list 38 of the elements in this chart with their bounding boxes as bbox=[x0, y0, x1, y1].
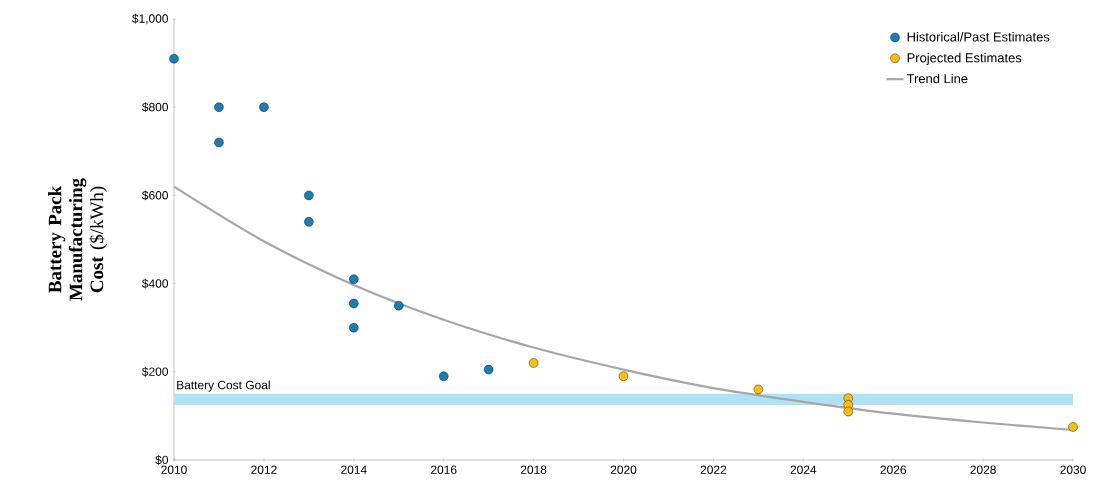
point bbox=[214, 102, 224, 112]
x-tick-label: 2028 bbox=[970, 465, 996, 474]
point bbox=[439, 371, 449, 381]
point bbox=[304, 217, 314, 227]
x-tick-label: 2014 bbox=[341, 465, 367, 474]
x-tick-label: 2030 bbox=[1060, 465, 1086, 474]
point bbox=[304, 190, 314, 201]
y-tick-label: $0 bbox=[155, 455, 169, 465]
y-tick-label: $800 bbox=[142, 102, 169, 113]
point bbox=[483, 364, 494, 375]
point bbox=[843, 406, 853, 417]
x-tick-label: 2022 bbox=[700, 465, 727, 474]
x-tick-label: 2024 bbox=[790, 465, 817, 474]
point bbox=[349, 274, 359, 284]
y-tick-label: $1,000 bbox=[132, 13, 169, 25]
point bbox=[394, 300, 404, 311]
point bbox=[349, 323, 359, 333]
point bbox=[169, 53, 179, 64]
x-tick-label: 2026 bbox=[880, 465, 906, 474]
point bbox=[528, 358, 539, 368]
x-tick-label: 2010 bbox=[161, 465, 187, 474]
x-tick-label: 2018 bbox=[520, 465, 547, 474]
y-tick-label: $400 bbox=[142, 278, 169, 289]
point bbox=[259, 102, 269, 112]
legend-label: Trend Line bbox=[906, 73, 968, 84]
x-tick-label: 2020 bbox=[610, 465, 637, 474]
point bbox=[349, 298, 359, 309]
point bbox=[753, 384, 764, 395]
x-tick-label: 2012 bbox=[251, 465, 277, 474]
point bbox=[1068, 422, 1078, 432]
x-tick-label: 2016 bbox=[431, 465, 457, 474]
y-tick-label: $200 bbox=[142, 366, 169, 377]
band-label: Battery Cost Goal bbox=[177, 380, 270, 392]
point bbox=[618, 371, 629, 381]
legend-label: Projected Estimates bbox=[907, 52, 1022, 65]
point bbox=[214, 137, 224, 148]
y-tick-label: $600 bbox=[142, 190, 169, 201]
legend-label: Historical/Past Estimates bbox=[907, 32, 1050, 42]
